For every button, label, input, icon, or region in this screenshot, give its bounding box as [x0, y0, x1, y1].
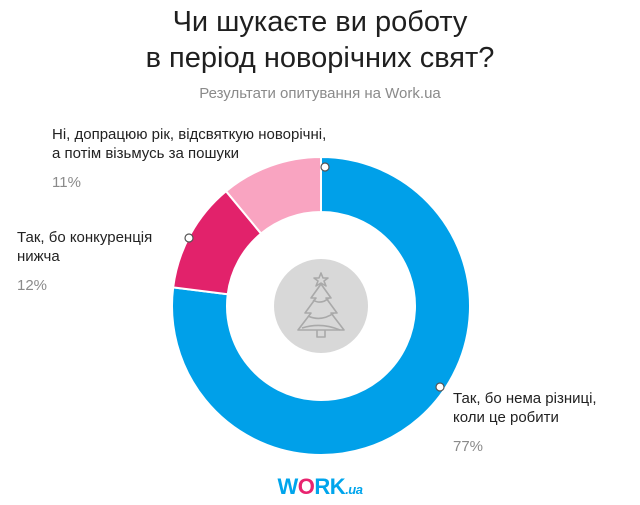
- slice-label-competition-line-1: Так, бо конкуренція: [17, 229, 153, 246]
- logo-rk: RK: [314, 474, 346, 499]
- slice-value-no-difference: 77%: [453, 438, 484, 455]
- marker-no-difference: [435, 382, 445, 392]
- slice-label-no-line-1: Ні, допрацюю рік, відсвяткую новорічні,: [52, 126, 327, 143]
- slice-value-competition: 12%: [17, 277, 48, 294]
- logo-w: W: [277, 474, 299, 499]
- logo-domain: .ua: [345, 482, 363, 497]
- slice-label-competition: Так, бо конкуренція нижча 12%: [17, 228, 152, 295]
- slice-no: [224, 155, 322, 235]
- title-line-1: Чи шукаєте ви роботу: [172, 6, 468, 38]
- slice-label-no-line-2: а потім візьмусь за пошуки: [52, 145, 239, 162]
- slice-no-difference: [171, 155, 471, 456]
- christmas-tree-icon: [297, 272, 345, 338]
- marker-competition: [184, 233, 194, 243]
- slice-label-no-difference-line-2: коли це робити: [453, 409, 559, 426]
- work-ua-logo: WORK.ua: [0, 474, 640, 500]
- logo-o: O: [297, 474, 315, 499]
- slice-label-no: Ні, допрацюю рік, відсвяткую новорічні, …: [52, 125, 326, 192]
- slice-label-competition-line-2: нижча: [17, 248, 60, 265]
- slice-value-no: 11%: [52, 174, 81, 191]
- slice-label-no-difference-line-1: Так, бо нема різниці,: [453, 390, 597, 407]
- title-line-2: в період новорічних свят?: [145, 42, 495, 74]
- chart-title: Чи шукаєте ви роботу в період новорічних…: [0, 4, 640, 76]
- chart-subtitle: Результати опитування на Work.ua: [199, 85, 441, 102]
- slice-label-no-difference: Так, бо нема різниці, коли це робити 77%: [453, 389, 597, 456]
- marker-no: [320, 162, 330, 172]
